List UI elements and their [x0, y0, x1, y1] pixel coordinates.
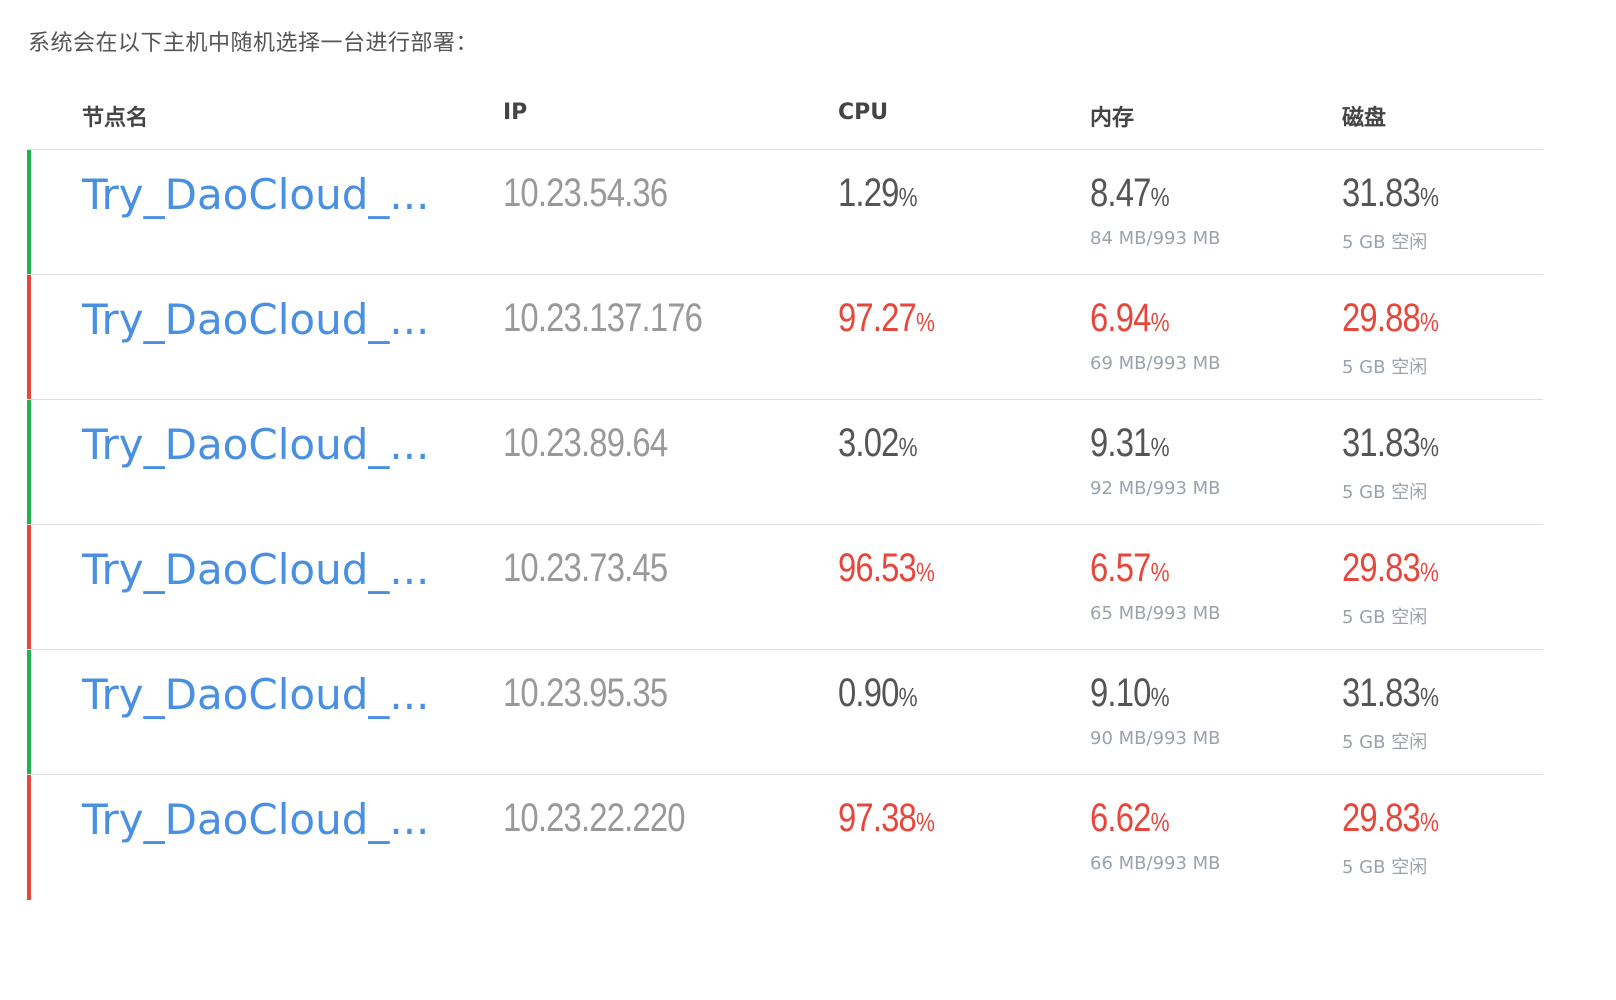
node-ip: 10.23.95.35: [503, 671, 668, 715]
header-ip: IP: [503, 100, 528, 125]
status-bar: [27, 650, 31, 774]
table-row[interactable]: Try_DaoCloud_... 10.23.22.220 97.38% 6.6…: [27, 775, 1543, 900]
memory-detail: 90 MB/993 MB: [1090, 728, 1221, 749]
status-bar: [27, 775, 31, 900]
disk-usage: 29.88%: [1342, 296, 1439, 340]
disk-usage: 29.83%: [1342, 796, 1439, 840]
memory-detail: 92 MB/993 MB: [1090, 478, 1221, 499]
intro-text: 系统会在以下主机中随机选择一台进行部署：: [28, 31, 479, 56]
memory-usage: 6.94%: [1090, 296, 1170, 340]
status-bar: [27, 525, 31, 649]
disk-detail: 5 GB 空闲: [1342, 357, 1428, 378]
memory-usage: 6.62%: [1090, 796, 1170, 840]
table-row[interactable]: Try_DaoCloud_... 10.23.95.35 0.90% 9.10%…: [27, 650, 1543, 775]
status-bar: [27, 400, 31, 524]
cpu-usage: 0.90%: [838, 671, 918, 715]
table-row[interactable]: Try_DaoCloud_... 10.23.137.176 97.27% 6.…: [27, 275, 1543, 400]
node-ip: 10.23.22.220: [503, 796, 685, 840]
table-row[interactable]: Try_DaoCloud_... 10.23.54.36 1.29% 8.47%…: [27, 150, 1543, 275]
cpu-usage: 97.38%: [838, 796, 935, 840]
table-row[interactable]: Try_DaoCloud_... 10.23.89.64 3.02% 9.31%…: [27, 400, 1543, 525]
node-name-link[interactable]: Try_DaoCloud_...: [82, 545, 430, 594]
header-cpu: CPU: [838, 100, 889, 125]
disk-detail: 5 GB 空闲: [1342, 732, 1428, 753]
memory-detail: 66 MB/993 MB: [1090, 853, 1221, 874]
memory-usage: 6.57%: [1090, 546, 1170, 590]
status-bar: [27, 150, 31, 274]
disk-detail: 5 GB 空闲: [1342, 857, 1428, 878]
cpu-usage: 3.02%: [838, 421, 918, 465]
table-body: Try_DaoCloud_... 10.23.54.36 1.29% 8.47%…: [27, 150, 1543, 900]
header-name: 节点名: [82, 106, 149, 131]
disk-detail: 5 GB 空闲: [1342, 482, 1428, 503]
table-row[interactable]: Try_DaoCloud_... 10.23.73.45 96.53% 6.57…: [27, 525, 1543, 650]
node-ip: 10.23.54.36: [503, 171, 668, 215]
memory-detail: 65 MB/993 MB: [1090, 603, 1221, 624]
memory-usage: 8.47%: [1090, 171, 1170, 215]
node-name-link[interactable]: Try_DaoCloud_...: [82, 295, 430, 344]
disk-usage: 31.83%: [1342, 671, 1439, 715]
cpu-usage: 1.29%: [838, 171, 918, 215]
header-disk: 磁盘: [1342, 106, 1387, 131]
node-name-link[interactable]: Try_DaoCloud_...: [82, 670, 430, 719]
disk-usage: 31.83%: [1342, 171, 1439, 215]
table-header: 节点名 IP CPU 内存 磁盘: [27, 86, 1543, 150]
host-table: 节点名 IP CPU 内存 磁盘 Try_DaoCloud_... 10.23.…: [27, 86, 1543, 900]
header-memory: 内存: [1090, 106, 1135, 131]
disk-usage: 31.83%: [1342, 421, 1439, 465]
node-ip: 10.23.137.176: [503, 296, 703, 340]
disk-detail: 5 GB 空闲: [1342, 232, 1428, 253]
node-name-link[interactable]: Try_DaoCloud_...: [82, 420, 430, 469]
cpu-usage: 96.53%: [838, 546, 935, 590]
disk-usage: 29.83%: [1342, 546, 1439, 590]
cpu-usage: 97.27%: [838, 296, 935, 340]
status-bar: [27, 275, 31, 399]
node-name-link[interactable]: Try_DaoCloud_...: [82, 795, 430, 844]
disk-detail: 5 GB 空闲: [1342, 607, 1428, 628]
node-name-link[interactable]: Try_DaoCloud_...: [82, 170, 430, 219]
node-ip: 10.23.89.64: [503, 421, 668, 465]
memory-usage: 9.31%: [1090, 421, 1170, 465]
node-ip: 10.23.73.45: [503, 546, 668, 590]
memory-detail: 69 MB/993 MB: [1090, 353, 1221, 374]
memory-usage: 9.10%: [1090, 671, 1170, 715]
memory-detail: 84 MB/993 MB: [1090, 228, 1221, 249]
